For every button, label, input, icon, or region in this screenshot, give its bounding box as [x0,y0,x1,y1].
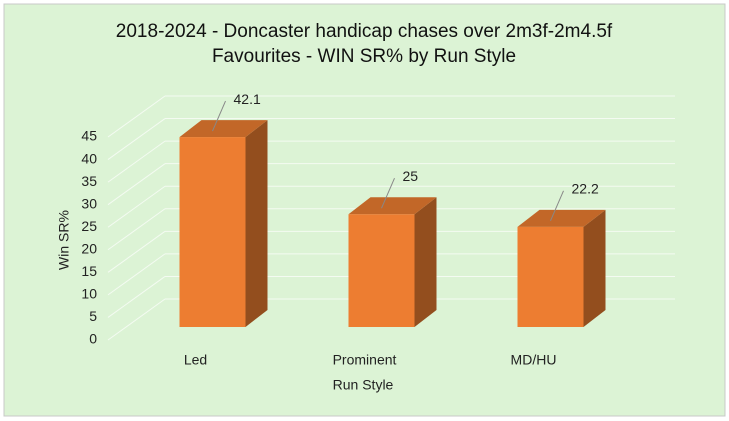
y-tick-label: 45 [81,128,97,144]
y-tick-label: 30 [81,195,97,211]
grid-line [107,253,166,296]
bar-side [583,209,606,327]
bar [179,137,246,327]
grid-line [107,95,166,138]
value-label: 42.1 [234,91,261,107]
y-tick-label: 10 [81,286,97,302]
grid-line [107,230,166,273]
grid-line [107,208,166,251]
bar-top [348,197,437,215]
bar-side [414,197,437,327]
bar [348,214,415,327]
grid-line [107,118,166,160]
x-tick-label: Led [184,352,207,368]
x-axis-label: Run Style [333,377,394,393]
x-tick-label: Prominent [333,352,397,368]
leader-line [381,178,395,209]
bar-side [245,120,268,328]
grid-line [107,140,166,183]
grid-line [107,185,166,228]
grid-line [107,163,166,206]
y-axis-label: Win SR% [56,210,72,270]
y-tick-label: 35 [81,173,97,189]
y-tick-label: 0 [89,331,97,347]
y-tick-label: 40 [81,150,97,166]
value-label: 22.2 [572,181,599,197]
grid-line [107,276,166,318]
x-tick-label: MD/HU [511,352,557,368]
grid-line [107,298,166,341]
y-tick-label: 20 [81,240,97,256]
y-tick-label: 25 [81,218,97,234]
chart-title: 2018-2024 - Doncaster handicap chases ov… [116,21,613,42]
bar [517,226,584,327]
value-label: 25 [403,168,419,184]
y-tick-label: 15 [81,263,97,279]
bar-top [517,209,606,227]
chart-title: Favourites - WIN SR% by Run Style [212,46,516,67]
y-tick-label: 5 [89,308,97,324]
bar-top [179,120,268,138]
leader-line [212,100,226,132]
leader-line [550,190,564,222]
